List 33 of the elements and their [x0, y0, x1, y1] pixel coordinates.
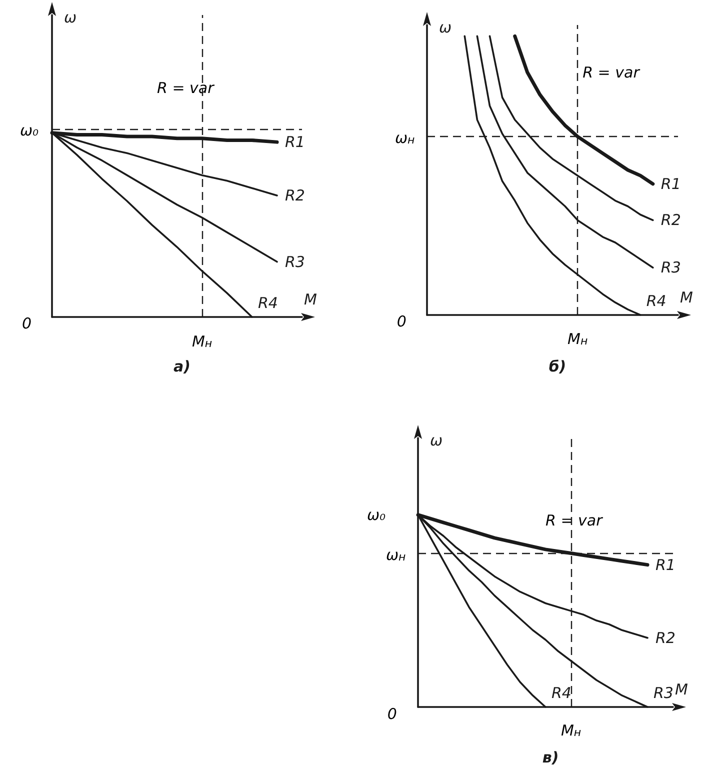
series-label: R4	[552, 684, 572, 702]
text: а)	[174, 358, 190, 376]
ref-line-label: ωн	[395, 129, 415, 148]
text: Mн	[568, 330, 588, 348]
series-label: R2	[660, 211, 681, 230]
series-label: R3	[285, 252, 305, 271]
y-axis-title: ω	[64, 8, 77, 26]
x-axis-title: M	[680, 288, 693, 306]
text: 0	[387, 705, 397, 724]
series-label: R3	[660, 258, 681, 277]
text: Mн	[560, 721, 582, 740]
series-label: R1	[285, 133, 305, 152]
text: 0	[396, 312, 406, 331]
text: б)	[548, 358, 566, 376]
series-label: R4	[258, 294, 278, 312]
text: R = var	[157, 78, 215, 97]
y-axis-title: ω	[430, 432, 443, 450]
ref-line-label: ωн	[386, 546, 406, 564]
series-label: R1	[656, 556, 676, 574]
x-axis-title: M	[304, 290, 317, 308]
x-axis-title: M	[675, 680, 688, 698]
series-label: R4	[646, 292, 666, 310]
series-label: R1	[660, 174, 681, 193]
annotation: R = var	[582, 63, 640, 82]
text: ω₀	[367, 506, 386, 524]
ref-line-label: ω₀	[20, 122, 39, 140]
series-label: R3	[654, 684, 674, 702]
text: 0	[22, 314, 32, 332]
series-label: R2	[285, 186, 305, 204]
text: в)	[542, 748, 559, 766]
text: Mн	[192, 332, 212, 351]
y-axis-title: ω	[439, 18, 452, 36]
series-label: R2	[656, 628, 676, 647]
